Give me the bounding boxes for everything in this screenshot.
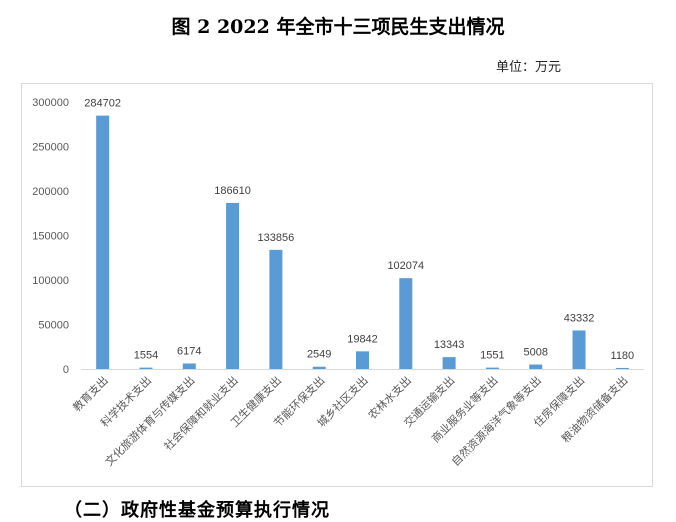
y-tick-label: 200000 — [32, 186, 69, 198]
data-label: 186610 — [214, 185, 251, 197]
x-category-label: 社会保障和就业支出 — [161, 373, 241, 453]
data-label: 133856 — [258, 232, 295, 244]
y-tick-label: 100000 — [32, 275, 69, 287]
figure-title: 图 2 2022 年全市十三项民生支出情况 — [171, 16, 505, 38]
bar-9 — [442, 357, 456, 369]
unit-label: 单位：万元 — [496, 60, 562, 75]
data-label: 1551 — [480, 350, 504, 362]
data-label: 2549 — [307, 349, 331, 361]
bar-7 — [356, 351, 369, 369]
bar-10 — [485, 367, 499, 369]
bar-12 — [572, 330, 586, 369]
data-label: 19842 — [347, 333, 378, 345]
data-label: 1180 — [611, 350, 635, 362]
chart-area: 0 50000 100000 150000 200000 250000 300000 2847… — [21, 83, 653, 487]
data-label: 43332 — [564, 312, 595, 324]
bar-5 — [269, 249, 283, 369]
y-tick-label: 50000 — [38, 320, 69, 332]
data-label: 284702 — [84, 98, 121, 110]
data-label: 6174 — [177, 346, 201, 358]
y-tick-label: 250000 — [32, 142, 69, 154]
y-tick-label: 0 — [63, 364, 69, 376]
bar-chart: 0 50000 100000 150000 200000 250000 300000 2847… — [32, 97, 644, 469]
bar-8 — [399, 278, 413, 369]
data-label: 5008 — [523, 347, 547, 359]
y-tick-label: 150000 — [32, 231, 69, 243]
bar-4 — [226, 202, 240, 369]
bar-11 — [529, 364, 543, 369]
data-label: 1554 — [134, 350, 158, 362]
bar-1 — [96, 115, 110, 369]
data-label: 102074 — [387, 260, 424, 272]
bar-6 — [312, 366, 326, 369]
section-heading: （二）政府性基金预算执行情况 — [64, 500, 330, 521]
data-label: 13343 — [434, 339, 465, 351]
bar-13 — [615, 367, 629, 369]
x-category-label: 教育支出 — [70, 373, 111, 414]
bar-3 — [182, 363, 196, 369]
bar-2 — [139, 367, 153, 369]
y-tick-label: 300000 — [32, 97, 69, 109]
